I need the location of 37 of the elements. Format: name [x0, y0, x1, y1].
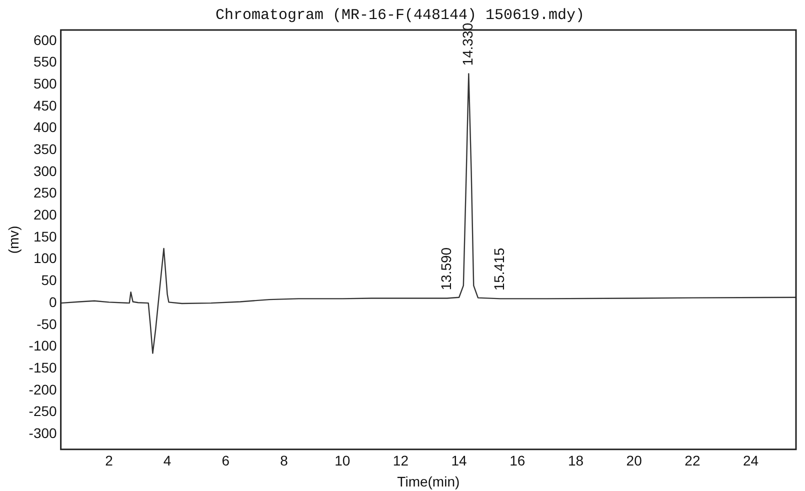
x-tick-label: 10 [334, 452, 350, 469]
x-tick-label: 24 [742, 452, 759, 469]
x-tick-label: 12 [392, 452, 409, 469]
y-tick-label: 50 [41, 272, 58, 288]
y-tick-label: 100 [33, 250, 58, 266]
x-tick-label: 6 [222, 452, 230, 469]
x-tick-label: 16 [510, 452, 526, 469]
y-tick-label: 600 [33, 32, 58, 48]
y-tick-label: 150 [33, 228, 58, 244]
y-tick-label: 200 [33, 206, 58, 223]
y-tick-label: -250 [28, 403, 58, 420]
y-tick-label: 400 [33, 119, 58, 136]
y-tick-label: 450 [33, 97, 58, 114]
x-tick-label: 14 [451, 452, 468, 469]
x-tick-label: 8 [280, 452, 288, 469]
x-tick-label: 2 [105, 452, 114, 469]
annotation: 13.590 [438, 247, 454, 290]
y-tick-label: -100 [28, 338, 58, 354]
y-tick-label: 300 [33, 162, 58, 179]
y-tick-label: 350 [33, 141, 58, 157]
y-tick-label: 0 [49, 294, 58, 310]
y-tick-label: 500 [33, 75, 58, 92]
y-tick-label: -300 [28, 424, 58, 441]
y-tick-label: -150 [28, 359, 58, 376]
x-tick-label: 22 [684, 452, 700, 469]
annotation: 15.415 [491, 248, 508, 291]
chart-title: Chromatogram (MR-16-F(448144) 150619.mdy) [215, 6, 585, 24]
x-tick-label: 4 [163, 452, 172, 469]
x-tick-label: 20 [626, 452, 642, 469]
y-tick-label: -50 [36, 316, 58, 332]
y-tick-label: 250 [33, 184, 58, 201]
y-tick-label: -200 [28, 381, 58, 398]
x-axis-title: Time(min) [397, 473, 460, 490]
y-tick-label: 550 [33, 54, 58, 70]
annotation: 14.330 [460, 22, 476, 66]
x-tick-label: 18 [568, 452, 584, 469]
y-axis-title: (mv) [5, 226, 22, 254]
